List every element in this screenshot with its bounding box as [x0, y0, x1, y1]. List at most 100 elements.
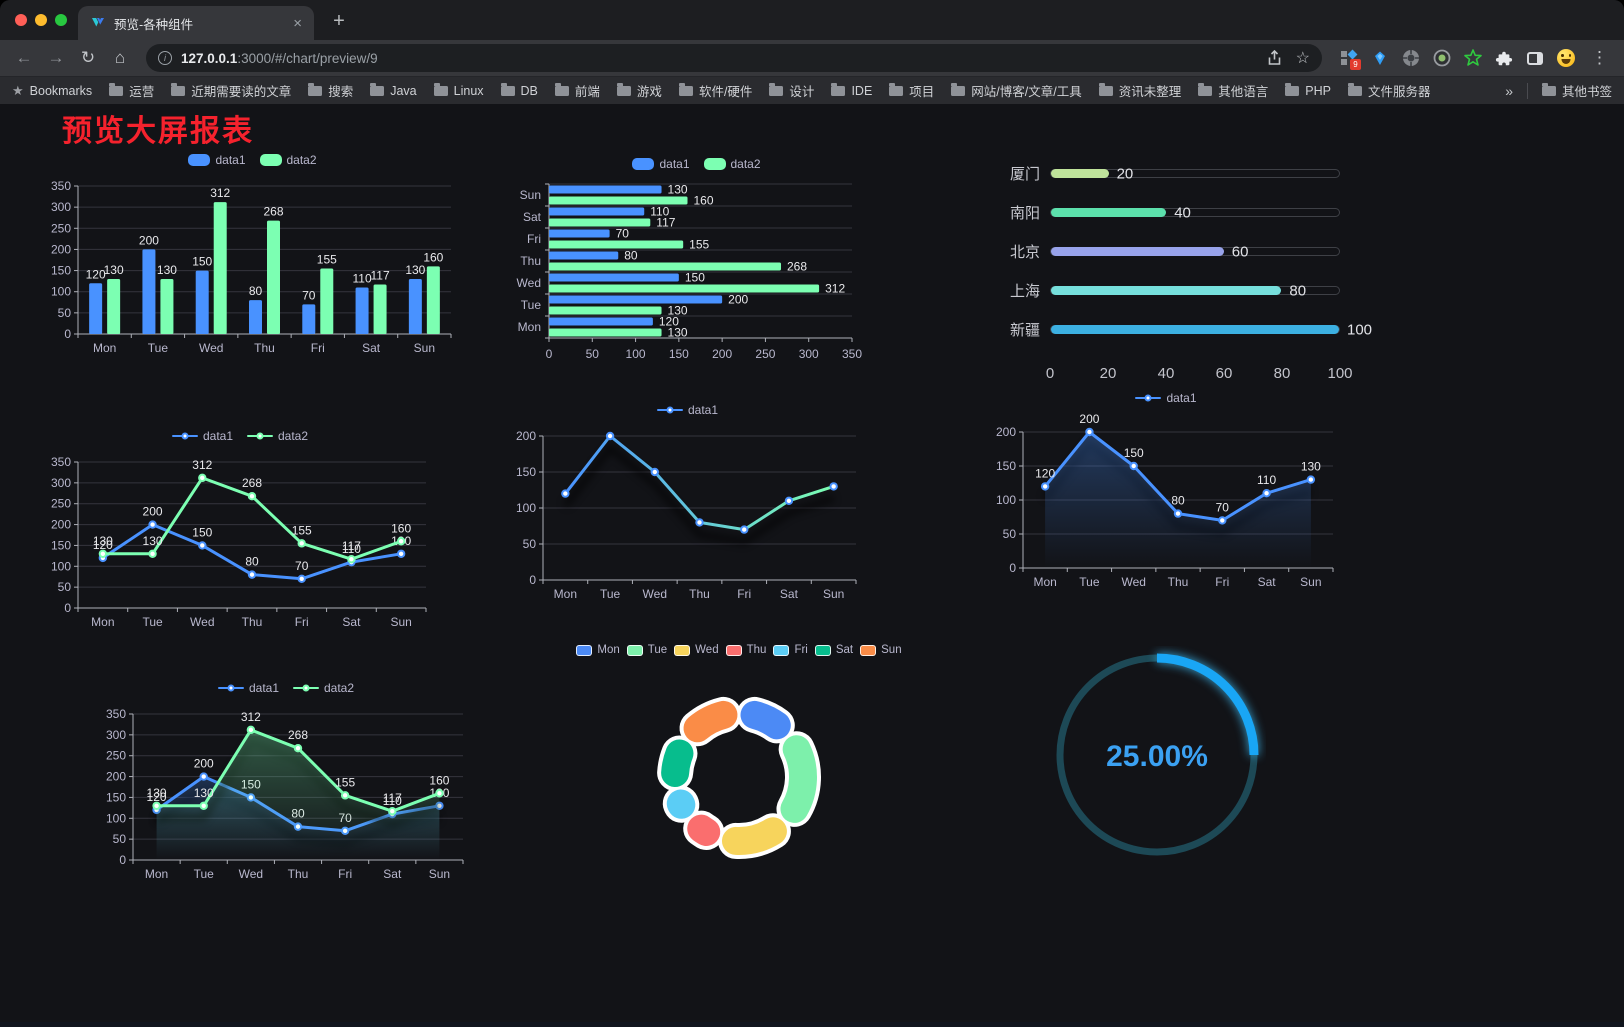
bar-data1-Wed[interactable] [195, 270, 209, 334]
profile-emoji-icon[interactable] [1557, 49, 1575, 67]
extension-grid-icon[interactable]: 9 [1340, 49, 1361, 70]
bar-data2-Sun[interactable] [426, 266, 440, 334]
bookmark-star-icon[interactable]: ☆ [1295, 50, 1310, 67]
legend-item-Sat[interactable]: Sat [814, 644, 853, 656]
slice-Wed[interactable] [721, 817, 787, 855]
slice-Sun[interactable] [683, 700, 738, 743]
extension-star-icon[interactable] [1464, 49, 1482, 67]
reload-button[interactable]: ↻ [80, 48, 96, 67]
point-data1-Wed[interactable] [1129, 461, 1138, 471]
point-data2-Sat[interactable] [347, 554, 356, 564]
progress-track[interactable]: 100 [1050, 321, 1372, 338]
window-close-button[interactable] [15, 14, 27, 26]
bar-data1-Fri[interactable] [302, 304, 316, 334]
bookmark-folder[interactable]: 设计 [769, 81, 814, 100]
slice-Mon[interactable] [740, 700, 791, 740]
bookmark-folder[interactable]: DB [500, 82, 538, 98]
point-data2-Mon[interactable] [152, 801, 161, 810]
home-button[interactable]: ⌂ [114, 48, 126, 67]
back-button[interactable]: ← [15, 48, 33, 67]
chart-gauge[interactable]: 25.00% [1048, 646, 1266, 864]
point-data2-Fri[interactable] [297, 539, 306, 548]
bar-data2-Tue[interactable] [549, 306, 662, 315]
bookmark-folder[interactable]: Linux [433, 82, 484, 98]
bookmark-folder[interactable]: PHP [1285, 82, 1331, 98]
legend-item-data1[interactable]: data1 [217, 681, 279, 695]
point-data1-Sat[interactable] [1262, 489, 1271, 498]
bar-data1-Sun[interactable] [549, 185, 662, 194]
bar-data1-Thu[interactable] [549, 251, 619, 260]
chart-area-single[interactable]: data1 0 50 100 150 200 Mon Tue Wed Thu Fri Sat Sun 12… [985, 386, 1347, 598]
slice-Fri[interactable] [666, 789, 696, 819]
window-minimize-button[interactable] [35, 14, 47, 26]
forward-button[interactable]: → [47, 48, 65, 67]
point-data2-Thu[interactable] [247, 492, 257, 501]
bar-data2-Thu[interactable] [267, 220, 280, 334]
browser-tab[interactable]: 预览-各种组件 × [78, 6, 314, 40]
bar-data2-Wed[interactable] [549, 284, 820, 293]
progress-track[interactable]: 40 [1050, 204, 1340, 221]
extension-record-icon[interactable] [1433, 49, 1451, 67]
point-data2-Tue[interactable] [148, 549, 157, 558]
bookmark-folder[interactable]: 其他语言 [1198, 81, 1268, 100]
point-data1-Thu[interactable] [1173, 509, 1183, 518]
chart-line-gradient[interactable]: data1 0 50 100 150 200 Mon Tue Wed Thu Fri Sat Sun [505, 398, 870, 610]
bar-data2-Sun[interactable] [549, 196, 688, 205]
bar-data2-Fri[interactable] [320, 268, 334, 334]
bar-data1-Sat[interactable] [549, 207, 645, 216]
progress-track[interactable]: 80 [1050, 282, 1340, 299]
point-data1-Wed[interactable] [650, 467, 659, 477]
slice-Sat[interactable] [661, 739, 694, 788]
other-bookmarks[interactable]: 其他书签 [1541, 81, 1612, 100]
chart-progress-list[interactable]: 厦门 20 南阳 40 北京 60 上海 80 新疆 100 0 20 40 60 80 100 [1000, 148, 1372, 388]
bookmark-folder[interactable]: 游戏 [616, 81, 662, 100]
point-data1-Sat[interactable] [784, 496, 794, 506]
legend-item-data1[interactable]: data1 [632, 157, 690, 171]
point-data2-Tue[interactable] [199, 801, 208, 810]
bar-data2-Mon[interactable] [549, 328, 662, 337]
bookmark-folder[interactable]: 网站/博客/文章/工具 [951, 81, 1082, 100]
point-data1-Tue[interactable] [605, 431, 615, 441]
point-data2-Sun[interactable] [396, 537, 406, 546]
bar-data1-Sat[interactable] [355, 287, 369, 334]
legend-item-Sun[interactable]: Sun [860, 644, 902, 656]
point-data1-Sun[interactable] [396, 549, 406, 558]
point-data2-Sun[interactable] [435, 789, 444, 798]
chart-area-dual[interactable]: data1 data2 0 50 100 150 200 250 300 350 Mon Tue Wed… [95, 676, 477, 890]
bookmark-folder[interactable]: 前端 [554, 81, 600, 100]
chart-bar-grouped[interactable]: data1 data2 0 50 100 150 200 250 300 350 Mon Tue Wed… [40, 148, 465, 364]
bookmark-folder[interactable]: 近期需要读的文章 [171, 81, 291, 100]
bookmark-folder[interactable]: 软件/硬件 [678, 81, 752, 100]
browser-menu-icon[interactable]: ⋮ [1591, 48, 1608, 67]
point-data1-Sun[interactable] [1306, 475, 1316, 484]
window-maximize-button[interactable] [55, 14, 67, 26]
extension-gem-icon[interactable] [1371, 49, 1389, 67]
chart-bar-horizontal[interactable]: data1 data2 Sun Sat Fri Thu Wed Tue Mon 0 50 100 150… [503, 152, 890, 364]
legend-item-data1[interactable]: data1 [171, 429, 233, 443]
point-data2-Sat[interactable] [388, 806, 397, 816]
url-bar[interactable]: i 127.0.0.1:3000/#/chart/preview/9 ☆ [146, 44, 1322, 72]
slice-Thu[interactable] [687, 814, 721, 846]
point-data1-Sun[interactable] [829, 482, 838, 491]
point-data2-Fri[interactable] [340, 791, 350, 800]
bookmark-folder[interactable]: IDE [831, 82, 872, 98]
legend-item-Mon[interactable]: Mon [576, 644, 620, 656]
bar-data1-Mon[interactable] [549, 317, 653, 326]
bookmark-folder[interactable]: 搜索 [308, 81, 353, 100]
bar-data2-Wed[interactable] [213, 202, 227, 334]
bookmark-folder[interactable]: 文件服务器 [1347, 81, 1430, 100]
legend-item-Tue[interactable]: Tue [626, 644, 667, 656]
bar-data2-Thu[interactable] [549, 262, 782, 271]
new-tab-button[interactable]: + [333, 9, 345, 32]
progress-track[interactable]: 20 [1050, 165, 1340, 182]
legend-item-data2[interactable]: data2 [703, 157, 761, 171]
point-data2-Thu[interactable] [293, 744, 303, 753]
extensions-puzzle-icon[interactable] [1495, 49, 1513, 67]
bookmarks-root[interactable]: ★ Bookmarks [12, 83, 92, 99]
point-data1-Mon[interactable] [1040, 482, 1050, 491]
chart-line-dual[interactable]: data1 data2 0 50 100 150 200 250 300 350 Mon Tue Wed… [40, 424, 440, 638]
bar-data1-Wed[interactable] [549, 273, 679, 282]
site-info-icon[interactable]: i [158, 51, 172, 65]
bookmarks-overflow-chevron[interactable]: » [1505, 82, 1513, 99]
sidebar-toggle-icon[interactable] [1526, 49, 1544, 67]
